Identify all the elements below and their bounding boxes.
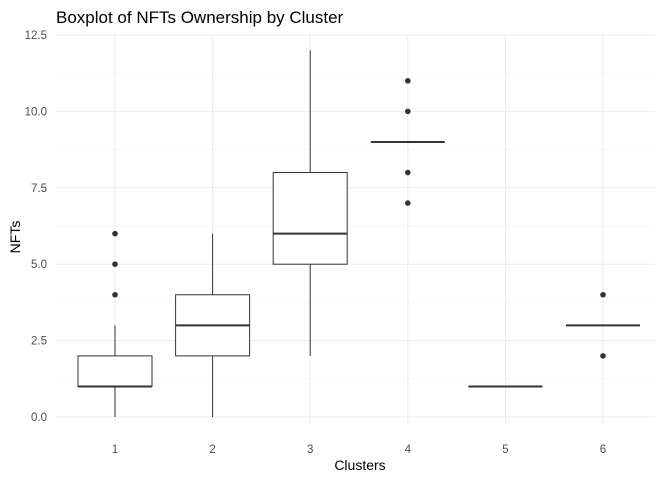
outlier-point	[405, 108, 411, 115]
x-tick-label: 3	[307, 444, 313, 456]
box-cluster-4	[370, 78, 445, 206]
outlier-point	[112, 291, 118, 298]
x-tick-label: 6	[600, 444, 606, 456]
outlier-point	[112, 261, 118, 268]
tick-layer: 0.0 2.5 5.0 7.5 10.0 12.5 1 2 3 4 5 6	[25, 30, 607, 456]
y-tick-label: 2.5	[31, 336, 47, 348]
y-axis-title: NFTs	[7, 221, 23, 254]
x-axis-title: Clusters	[334, 457, 385, 473]
box-layer	[77, 50, 640, 417]
box-cluster-2	[175, 233, 251, 417]
x-tick-label: 1	[112, 444, 118, 456]
box-body	[272, 172, 348, 265]
x-tick-label: 4	[405, 444, 412, 456]
box-cluster-1	[77, 230, 153, 417]
outlier-point	[405, 169, 411, 176]
y-tick-label: 10.0	[25, 106, 47, 118]
y-tick-label: 5.0	[31, 259, 47, 271]
outlier-point	[405, 200, 411, 206]
outlier-point	[112, 230, 118, 237]
chart-title: Boxplot of NFTs Ownership by Cluster	[56, 8, 344, 27]
outlier-point	[405, 78, 411, 84]
y-tick-label: 0.0	[31, 412, 47, 424]
box-body	[77, 355, 153, 387]
x-tick-label: 5	[502, 444, 508, 456]
box-cluster-6	[566, 291, 640, 359]
outlier-point	[600, 291, 606, 298]
y-tick-label: 7.5	[31, 183, 47, 195]
box-cluster-3	[272, 50, 348, 356]
x-tick-label: 2	[209, 444, 215, 456]
outlier-point	[600, 353, 606, 359]
y-tick-label: 12.5	[25, 30, 47, 42]
